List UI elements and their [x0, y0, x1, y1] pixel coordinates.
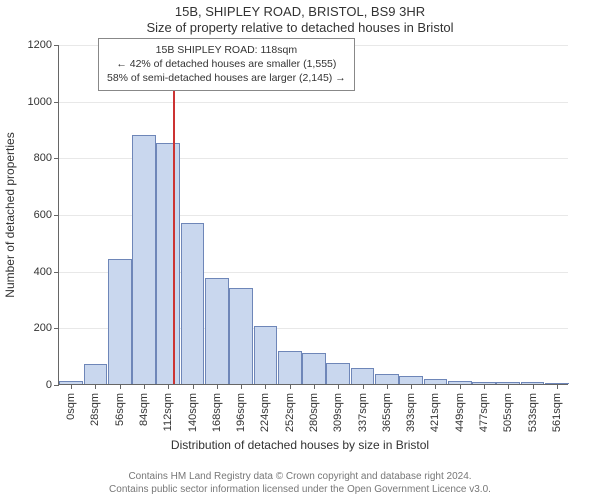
y-tick-label: 200: [12, 322, 52, 334]
x-tick-mark: [314, 384, 315, 389]
y-tick-mark: [54, 328, 59, 329]
x-tick-label: 505sqm: [502, 393, 514, 432]
plot-area: 0200400600800100012000sqm28sqm56sqm84sqm…: [58, 45, 568, 385]
x-tick-label: 393sqm: [405, 393, 417, 432]
y-tick-mark: [54, 385, 59, 386]
x-tick-mark: [217, 384, 218, 389]
callout-line: 58% of semi-detached houses are larger (…: [107, 71, 346, 85]
x-tick-mark: [411, 384, 412, 389]
x-tick-label: 196sqm: [235, 393, 247, 432]
y-tick-label: 1200: [12, 39, 52, 51]
x-tick-mark: [193, 384, 194, 389]
x-tick-mark: [95, 384, 96, 389]
x-tick-label: 252sqm: [284, 393, 296, 432]
x-tick-mark: [120, 384, 121, 389]
property-callout: 15B SHIPLEY ROAD: 118sqm← 42% of detache…: [98, 38, 355, 91]
y-tick-mark: [54, 272, 59, 273]
histogram-bar: [108, 259, 132, 384]
property-marker-line: [173, 45, 175, 384]
y-tick-mark: [54, 45, 59, 46]
histogram-bar: [326, 363, 350, 384]
x-tick-label: 337sqm: [357, 393, 369, 432]
histogram-bar: [181, 223, 205, 385]
x-tick-mark: [168, 384, 169, 389]
histogram-bar: [375, 374, 399, 384]
histogram-bar: [254, 326, 278, 384]
x-tick-label: 0sqm: [65, 393, 77, 420]
x-tick-mark: [557, 384, 558, 389]
attribution-line-3: Contains public sector information licen…: [0, 484, 600, 497]
x-tick-label: 140sqm: [187, 393, 199, 432]
attribution-line-1: Contains HM Land Registry data © Crown c…: [0, 471, 600, 484]
chart-title-sub: Size of property relative to detached ho…: [0, 20, 600, 35]
histogram-bar: [84, 364, 108, 384]
chart-title-main: 15B, SHIPLEY ROAD, BRISTOL, BS9 3HR: [0, 4, 600, 19]
histogram-bar: [156, 143, 180, 384]
x-tick-label: 477sqm: [478, 393, 490, 432]
x-axis-label: Distribution of detached houses by size …: [0, 438, 600, 452]
x-tick-label: 309sqm: [332, 393, 344, 432]
x-tick-label: 280sqm: [308, 393, 320, 432]
x-tick-label: 112sqm: [162, 393, 174, 431]
histogram-bar: [302, 353, 326, 384]
histogram-bar: [229, 288, 253, 384]
callout-line: ← 42% of detached houses are smaller (1,…: [107, 57, 346, 71]
x-tick-mark: [508, 384, 509, 389]
chart-container: 15B, SHIPLEY ROAD, BRISTOL, BS9 3HR Size…: [0, 0, 600, 500]
x-tick-mark: [144, 384, 145, 389]
x-tick-mark: [533, 384, 534, 389]
callout-line: 15B SHIPLEY ROAD: 118sqm: [107, 43, 346, 57]
x-tick-mark: [265, 384, 266, 389]
y-tick-mark: [54, 215, 59, 216]
x-tick-label: 449sqm: [454, 393, 466, 432]
y-tick-label: 1000: [12, 96, 52, 108]
gridline: [59, 102, 568, 103]
attribution-text: Contains HM Land Registry data © Crown c…: [0, 471, 600, 496]
y-tick-label: 0: [12, 379, 52, 391]
x-tick-mark: [241, 384, 242, 389]
x-tick-mark: [363, 384, 364, 389]
histogram-bar: [351, 368, 375, 384]
histogram-bar: [205, 278, 229, 384]
histogram-bar: [399, 376, 423, 385]
y-tick-label: 800: [12, 152, 52, 164]
x-tick-mark: [71, 384, 72, 389]
x-tick-label: 28sqm: [89, 393, 101, 426]
x-tick-label: 56sqm: [114, 393, 126, 426]
x-tick-label: 84sqm: [138, 393, 150, 426]
x-tick-label: 421sqm: [429, 393, 441, 432]
y-tick-mark: [54, 102, 59, 103]
x-tick-label: 365sqm: [381, 393, 393, 432]
x-tick-label: 533sqm: [527, 393, 539, 432]
y-tick-label: 600: [12, 209, 52, 221]
y-tick-mark: [54, 158, 59, 159]
x-tick-label: 168sqm: [211, 393, 223, 432]
x-tick-mark: [338, 384, 339, 389]
x-tick-mark: [387, 384, 388, 389]
x-tick-mark: [290, 384, 291, 389]
x-tick-mark: [435, 384, 436, 389]
y-tick-label: 400: [12, 266, 52, 278]
x-tick-label: 224sqm: [259, 393, 271, 432]
x-tick-mark: [484, 384, 485, 389]
x-tick-mark: [460, 384, 461, 389]
x-tick-label: 561sqm: [551, 393, 563, 432]
histogram-bar: [278, 351, 302, 384]
histogram-bar: [132, 135, 156, 384]
